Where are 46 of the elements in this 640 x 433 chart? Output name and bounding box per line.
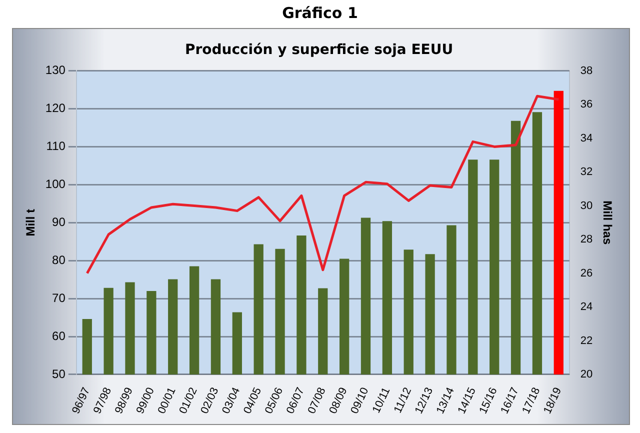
x-tick-label: 10/11 xyxy=(370,386,393,416)
x-tick-label: 05/06 xyxy=(262,386,286,416)
y2-tick-label: 38 xyxy=(580,64,593,77)
y-tick-label: 120 xyxy=(45,101,66,116)
x-tick-label: 08/09 xyxy=(327,386,350,416)
y2-tick-label: 30 xyxy=(580,200,593,212)
x-tick-label: 12/13 xyxy=(413,386,436,416)
y2-axis-title: Mill has xyxy=(600,200,614,245)
y-tick-label: 100 xyxy=(45,176,66,191)
y2-tick-label: 36 xyxy=(580,98,593,111)
x-tick-label: 01/02 xyxy=(177,386,200,416)
y-tick-label: 80 xyxy=(52,252,66,267)
x-tick-label: 18/19 xyxy=(542,386,564,416)
y-tick-label: 50 xyxy=(52,366,66,381)
x-tick-label: 07/08 xyxy=(306,386,328,416)
x-tick-label: 11/12 xyxy=(392,386,414,416)
x-tick-label: 04/05 xyxy=(242,386,264,416)
x-tick-label: 98/99 xyxy=(112,386,136,416)
x-tick-label: 06/07 xyxy=(284,386,307,416)
x-tick-label: 09/10 xyxy=(348,386,372,416)
y2-tick-label: 32 xyxy=(580,166,593,178)
x-tick-label: 15/16 xyxy=(477,386,500,416)
x-tick-label: 14/15 xyxy=(456,386,478,416)
y2-tick-label: 20 xyxy=(580,368,593,381)
y2-tick-label: 26 xyxy=(580,267,593,280)
y-tick-label: 70 xyxy=(52,290,66,305)
x-tick-label: 17/18 xyxy=(520,386,543,416)
y2-tick-label: 34 xyxy=(580,132,593,144)
x-tick-label: 99/00 xyxy=(134,386,157,416)
y2-tick-label: 28 xyxy=(580,234,593,246)
x-tick-label: 13/14 xyxy=(434,386,457,416)
y-tick-label: 90 xyxy=(52,214,66,229)
y-tick-label: 130 xyxy=(45,63,66,78)
x-tick-label: 02/03 xyxy=(198,386,222,416)
x-tick-label: 16/17 xyxy=(498,386,522,416)
x-tick-label: 00/01 xyxy=(156,386,178,416)
y2-tick-label: 24 xyxy=(580,301,593,314)
chart-title: Gráfico 1 xyxy=(281,4,359,22)
y2-tick-label: 22 xyxy=(580,334,593,347)
y-axis-title: Mill t xyxy=(24,208,38,236)
y-tick-label: 110 xyxy=(46,139,66,154)
x-tick-label: 03/04 xyxy=(220,386,243,416)
x-tick-label: 96/97 xyxy=(70,386,93,416)
chart-subtitle: Producción y superficie soja EEUU xyxy=(184,42,454,58)
y-tick-label: 60 xyxy=(52,328,66,343)
x-tick-label: 97/98 xyxy=(92,386,114,416)
